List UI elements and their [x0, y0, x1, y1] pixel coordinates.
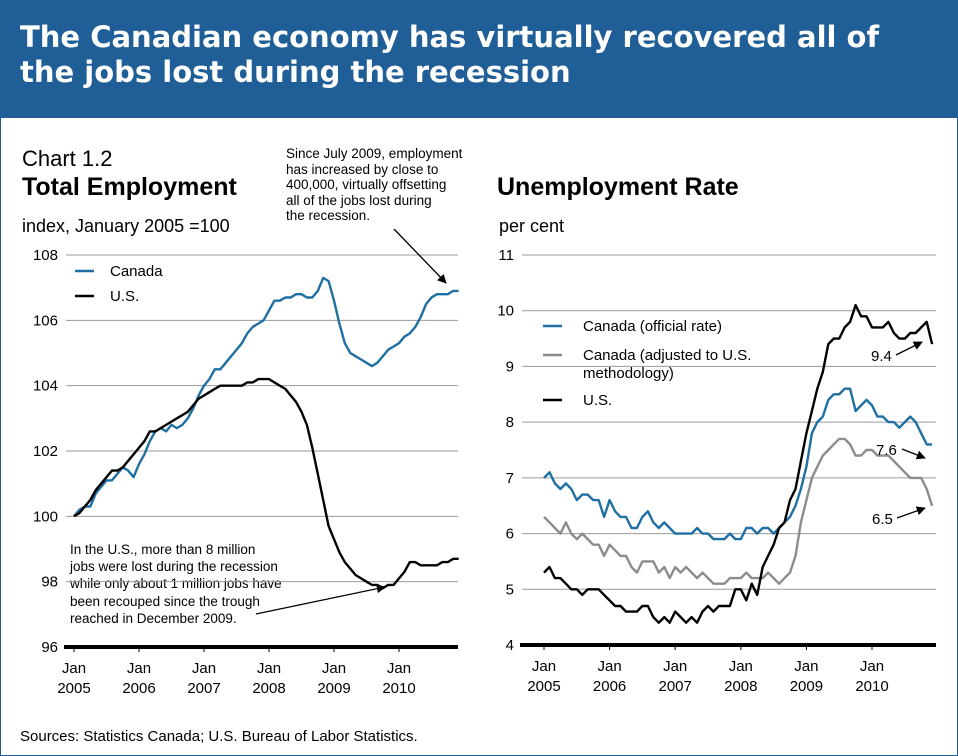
us-employment-annotation: In the U.S., more than 8 million jobs we…: [70, 542, 282, 626]
employment-x-tick-month: Jan: [387, 660, 411, 677]
unemployment-y-tick-label: 8: [506, 414, 514, 431]
unemployment-series-canada-adjusted-to-u-s-methodology: [543, 437, 934, 585]
unemployment-x-tick-year: 2005: [527, 678, 560, 695]
unemployment-legend-label: U.S.: [583, 392, 612, 409]
employment-x-tick-year: 2006: [122, 680, 155, 697]
us-annotation-arrow: [255, 584, 386, 615]
employment-y-axis-label: index, January 2005 =100: [22, 216, 230, 236]
employment-x-tick-month: Jan: [62, 660, 86, 677]
unemployment-y-tick-label: 4: [506, 637, 514, 654]
unemployment-y-tick-label: 11: [498, 247, 514, 264]
unemployment-x-tick-year: 2006: [593, 678, 626, 695]
unemployment-legend-label: Canada (official rate): [583, 318, 722, 335]
employment-y-tick-label: 96: [41, 639, 58, 656]
employment-legend-label: Canada: [110, 263, 163, 280]
unemployment-series-canada-official-rate: [543, 387, 933, 541]
employment-y-tick-label: 104: [33, 378, 58, 395]
unemployment-x-tick-month: Jan: [532, 658, 556, 675]
unemployment-x-tick-month: Jan: [663, 658, 687, 675]
employment-x-tick-year: 2007: [187, 680, 220, 697]
chart-number: Chart 1.2: [22, 146, 113, 171]
employment-series-canada: [73, 276, 459, 518]
unemployment-x-tick-year: 2007: [659, 678, 692, 695]
banner-title: The Canadian economy has virtually recov…: [20, 20, 880, 89]
end-label-arrow: [901, 448, 926, 460]
unemployment-x-tick-month: Jan: [860, 658, 884, 675]
employment-x-tick-month: Jan: [322, 660, 346, 677]
unemployment-y-tick-label: 10: [497, 303, 514, 320]
employment-x-tick-year: 2008: [252, 680, 285, 697]
employment-y-tick-label: 98: [41, 574, 58, 591]
employment-y-tick-label: 108: [33, 247, 58, 264]
banner: The Canadian economy has virtually recov…: [0, 0, 958, 118]
canada-employment-annotation: Since July 2009, employment has increase…: [286, 146, 463, 224]
end-label-arrow: [896, 506, 926, 519]
unemployment-end-value-label: 9.4: [871, 348, 892, 365]
employment-x-tick-year: 2005: [57, 680, 90, 697]
unemployment-x-tick-month: Jan: [729, 658, 753, 675]
employment-x-tick-month: Jan: [257, 660, 281, 677]
unemployment-x-tick-year: 2010: [855, 678, 888, 695]
employment-series-u-s: [73, 377, 459, 590]
canada-annotation-arrow: [393, 228, 447, 284]
unemployment-chart-title: Unemployment Rate: [497, 173, 739, 201]
employment-y-tick-label: 102: [33, 443, 58, 460]
unemployment-x-tick-year: 2009: [790, 678, 823, 695]
unemployment-y-tick-label: 6: [506, 526, 514, 543]
unemployment-series-u-s: [543, 303, 934, 624]
employment-y-tick-label: 100: [33, 508, 58, 525]
employment-x-tick-month: Jan: [127, 660, 151, 677]
employment-chart-title: Total Employment: [22, 173, 237, 201]
unemployment-end-value-label: 6.5: [872, 511, 893, 528]
unemployment-x-tick-year: 2008: [724, 678, 757, 695]
unemployment-x-tick-month: Jan: [598, 658, 622, 675]
unemployment-y-axis-label: per cent: [499, 216, 565, 236]
unemployment-y-tick-label: 9: [506, 358, 514, 375]
unemployment-y-tick-label: 7: [506, 470, 514, 487]
unemployment-legend-label: methodology): [583, 365, 674, 382]
unemployment-x-tick-month: Jan: [794, 658, 818, 675]
unemployment-legend-label: Canada (adjusted to U.S.: [583, 347, 751, 364]
employment-x-tick-year: 2009: [317, 680, 350, 697]
employment-x-tick-year: 2010: [382, 680, 415, 697]
sources-footnote: Sources: Statistics Canada; U.S. Bureau …: [20, 728, 418, 745]
employment-y-tick-label: 106: [33, 312, 58, 329]
unemployment-end-value-label: 7.6: [876, 442, 897, 459]
employment-x-tick-month: Jan: [192, 660, 216, 677]
employment-legend-label: U.S.: [110, 288, 139, 305]
end-label-arrow: [895, 341, 923, 356]
unemployment-y-tick-label: 5: [506, 581, 514, 598]
